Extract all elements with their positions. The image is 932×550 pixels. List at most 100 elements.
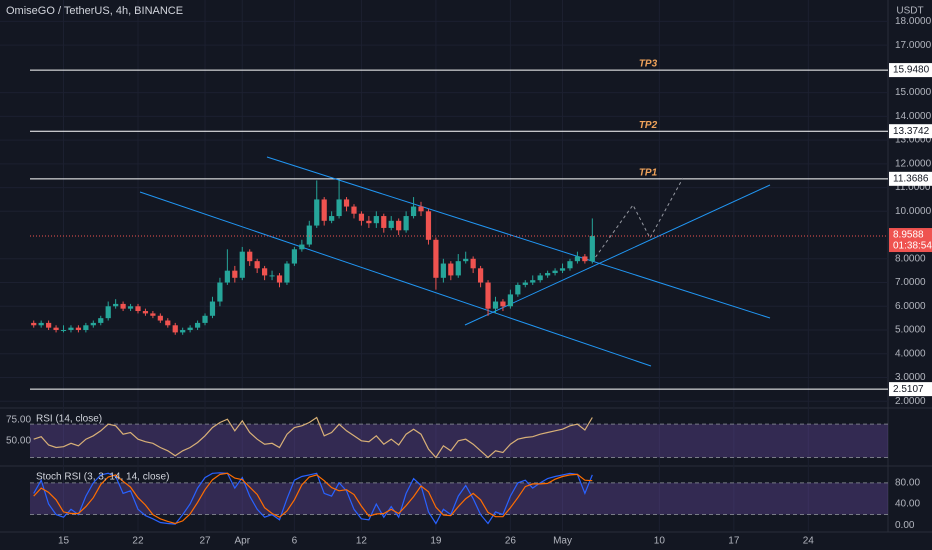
candle-body [410, 206, 417, 217]
candle-body [470, 258, 476, 269]
x-tick-label: 6 [292, 536, 298, 547]
candle-body [68, 327, 74, 331]
indicator-line [33, 416, 593, 459]
candle-body [120, 303, 126, 309]
candle-body [351, 206, 357, 214]
x-tick-label: 15 [58, 536, 70, 547]
candle-body [589, 236, 595, 262]
candle-body [366, 220, 372, 224]
candle-body [180, 330, 186, 333]
candle-body [165, 320, 171, 326]
y-tick-label: 75.00 [6, 415, 31, 426]
candle-body [172, 325, 178, 333]
y-tick-label: 13.0000 [895, 135, 932, 146]
y-tick-label: 50.00 [6, 435, 31, 446]
y-tick-label: 6.0000 [895, 301, 926, 312]
band-fill [30, 482, 888, 515]
candle-body [388, 220, 394, 228]
candle-body [448, 263, 454, 276]
candle-body [530, 280, 536, 283]
x-tick-label: 17 [728, 536, 740, 547]
x-tick-label: 22 [132, 536, 144, 547]
x-tick-label: 10 [654, 536, 666, 547]
candle-body [276, 275, 283, 283]
candle-body [425, 211, 432, 240]
levels [30, 69, 888, 390]
stoch-title: Stoch RSI (3, 3, 14, 14, close) [36, 472, 169, 483]
level-price-label: 13.3742 [893, 126, 930, 137]
candle-body [254, 261, 260, 269]
level-name: TP2 [639, 120, 658, 131]
candle-body [485, 282, 491, 309]
y-tick-label: 80.00 [895, 477, 920, 488]
y-tick-label: 17.0000 [895, 40, 932, 51]
level-price-label: 2.5107 [893, 384, 924, 395]
candle-body [247, 251, 253, 262]
candle-body [90, 322, 96, 326]
y-tick-label: 10.0000 [895, 206, 932, 217]
candle-body [224, 270, 230, 283]
candle-body [552, 270, 558, 274]
candle-body [418, 206, 424, 212]
candle-body [567, 261, 573, 269]
candle-body [291, 249, 298, 264]
candle-body [194, 322, 201, 328]
candle-body [75, 327, 82, 331]
level-price-label: 11.3686 [893, 173, 929, 184]
candle-body [187, 327, 193, 331]
candle-body [455, 261, 461, 276]
candle-body [38, 322, 44, 326]
candle-body [150, 313, 156, 316]
candle-body [113, 303, 119, 307]
candle-body [202, 315, 208, 323]
y-tick-label: 18.0000 [895, 16, 932, 27]
candle-body [306, 225, 312, 245]
candle-body [463, 258, 469, 262]
candle-body [358, 213, 365, 221]
candle-body [515, 284, 521, 295]
candle-body [500, 301, 506, 307]
candle-body [336, 199, 342, 217]
candle-body [559, 268, 566, 271]
y-tick-label: 4.0000 [895, 348, 926, 359]
channel-lower [139, 191, 652, 367]
candle-body [262, 268, 268, 276]
level-name: TP1 [639, 167, 658, 178]
indicator-line [33, 472, 593, 525]
last-price-box [889, 228, 932, 253]
candle-body [545, 273, 551, 276]
candle-body [314, 199, 320, 226]
y-tick-label: 40.00 [895, 499, 920, 510]
trend-lines [139, 156, 771, 367]
candle-body [403, 216, 409, 231]
candle-body [31, 322, 37, 326]
y-tick-label: 11.0000 [895, 182, 931, 193]
countdown-label: 01:38:54 [893, 241, 932, 252]
candle-body [433, 239, 439, 278]
level-price-box [889, 382, 932, 397]
indicator-line [33, 472, 593, 525]
x-tick-label: 26 [505, 536, 517, 547]
level-price-box [889, 124, 932, 139]
y-tick-label: 14.0000 [895, 111, 932, 122]
rsi-title: RSI (14, close) [36, 414, 102, 425]
candle-body [239, 251, 245, 278]
candle-body [142, 311, 149, 314]
candle-body [60, 330, 67, 332]
currency-label: USDT [896, 6, 923, 17]
symbol-title: OmiseGO / TetherUS, 4h, BINANCE [6, 5, 183, 17]
y-tick-label: 7.0000 [895, 277, 926, 288]
level-price-label: 15.9480 [893, 65, 930, 76]
candle-body [492, 301, 499, 309]
y-tick-label: 15.0000 [895, 87, 932, 98]
candle-body [381, 216, 387, 228]
y-tick-label: 0.00 [895, 520, 915, 531]
y-tick-label: 5.0000 [895, 325, 926, 336]
candle-body [46, 322, 52, 328]
y-tick-label: 12.0000 [895, 158, 932, 169]
x-tick-label: 24 [803, 536, 815, 547]
candle-body [53, 327, 59, 331]
x-tick-label: 12 [356, 536, 368, 547]
last-price-label: 8.9588 [893, 230, 924, 241]
candle-body [440, 263, 446, 278]
